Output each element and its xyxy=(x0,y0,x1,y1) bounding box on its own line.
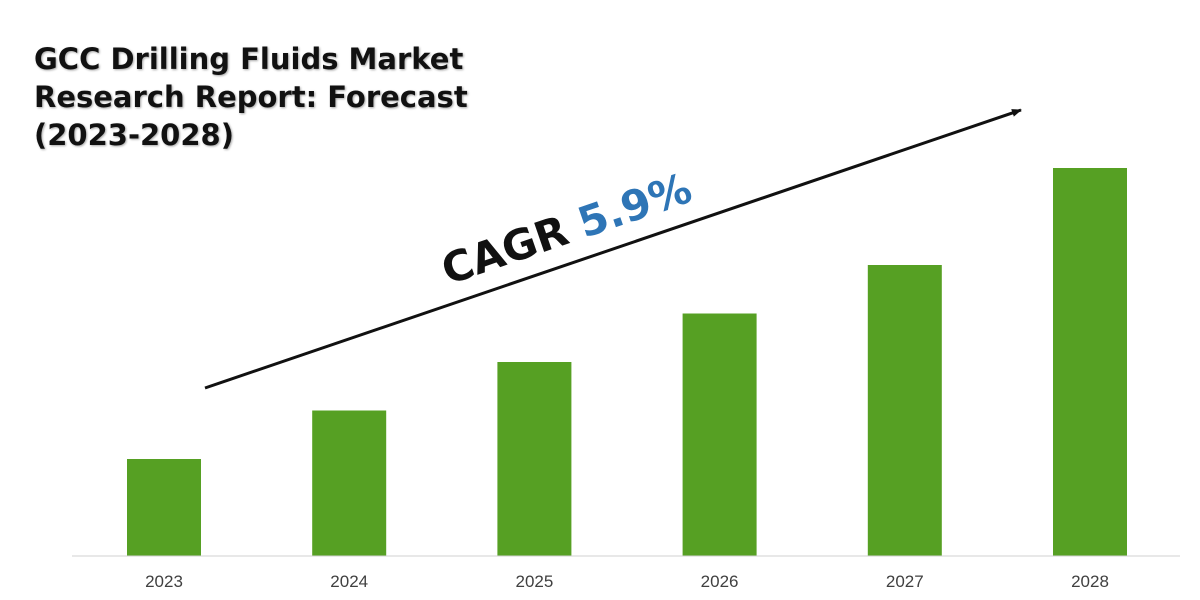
x-tick-label-2025: 2025 xyxy=(515,572,553,591)
x-tick-label-2027: 2027 xyxy=(886,572,924,591)
x-tick-label-2023: 2023 xyxy=(145,572,183,591)
bar-2023 xyxy=(127,459,201,556)
cagr-value: 5.9% xyxy=(572,163,698,247)
chart-title-line-2: Research Report: Forecast xyxy=(34,80,468,114)
bar-2028 xyxy=(1053,168,1127,556)
cagr-prefix: CAGR xyxy=(435,206,574,295)
x-tick-label-2024: 2024 xyxy=(330,572,368,591)
cagr-annotation: CAGR5.9% xyxy=(435,163,697,294)
bar-2025 xyxy=(497,362,572,556)
chart-title-line-3: (2023-2028) xyxy=(34,118,234,152)
bar-2026 xyxy=(682,313,757,556)
x-axis-ticks: 2023 2024 2025 2026 2027 2028 xyxy=(145,572,1109,591)
x-tick-label-2026: 2026 xyxy=(701,572,739,591)
chart-title-line-1: GCC Drilling Fluids Market xyxy=(34,42,464,76)
bar-2027 xyxy=(867,265,942,556)
x-tick-label-2028: 2028 xyxy=(1071,572,1109,591)
bar-series xyxy=(127,168,1127,556)
trend-arrow xyxy=(204,108,1022,390)
bar-2024 xyxy=(312,410,387,556)
